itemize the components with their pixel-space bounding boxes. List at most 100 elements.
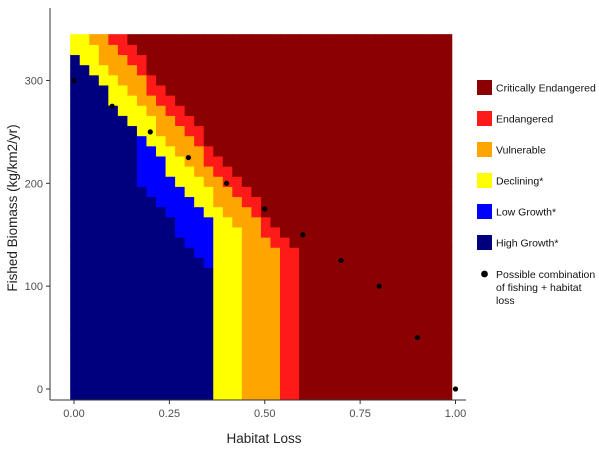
heatmap-cell	[384, 64, 396, 76]
heatmap-cell	[117, 186, 129, 198]
heatmap-cell	[108, 206, 119, 218]
heatmap-cell	[318, 267, 329, 279]
heatmap-cell	[89, 338, 100, 350]
heatmap-cell	[98, 155, 109, 167]
heatmap-cell	[327, 368, 338, 380]
heatmap-cell	[127, 348, 138, 360]
plot-panel	[70, 34, 459, 400]
heatmap-cell	[146, 389, 157, 400]
heatmap-cell	[327, 277, 338, 289]
heatmap-cell	[299, 338, 310, 350]
heatmap-cell	[260, 176, 272, 187]
heatmap-cell	[413, 368, 424, 380]
heatmap-cell	[423, 257, 434, 269]
heatmap-cell	[432, 348, 443, 360]
heatmap-cell	[280, 145, 291, 157]
heatmap-cell	[194, 74, 205, 86]
heatmap-cell	[232, 368, 243, 380]
heatmap-cell	[108, 145, 119, 157]
heatmap-cell	[89, 277, 100, 289]
heatmap-cell	[260, 358, 272, 370]
heatmap-cell	[117, 115, 129, 127]
heatmap-cell	[308, 44, 319, 56]
heatmap-cell	[108, 44, 119, 56]
heatmap-cell	[280, 196, 291, 208]
heatmap-cell	[308, 216, 319, 228]
heatmap-cell	[213, 84, 224, 96]
heatmap-cell	[146, 176, 157, 187]
heatmap-cell	[251, 186, 262, 198]
heatmap-cell	[108, 54, 119, 66]
heatmap-cell	[413, 95, 424, 106]
heatmap-cell	[165, 44, 176, 56]
heatmap-cell	[270, 308, 281, 319]
heatmap-cell	[289, 368, 300, 380]
heatmap-cell	[251, 226, 262, 238]
heatmap-cell	[423, 125, 434, 137]
heatmap-cell	[184, 247, 195, 258]
heatmap-cell	[203, 216, 214, 228]
heatmap-cell	[289, 105, 300, 116]
heatmap-cell	[146, 318, 157, 329]
heatmap-cell	[346, 166, 357, 177]
heatmap-cell	[394, 338, 405, 350]
heatmap-cell	[70, 34, 81, 45]
heatmap-cell	[432, 277, 443, 289]
heatmap-cell	[108, 216, 119, 228]
heatmap-cell	[241, 368, 252, 380]
heatmap-cell	[327, 44, 338, 56]
heatmap-cell	[270, 196, 281, 208]
heatmap-cell	[384, 318, 396, 329]
heatmap-cell	[289, 297, 300, 309]
legend-swatch	[477, 111, 492, 126]
heatmap-cell	[79, 135, 90, 147]
heatmap-cell	[394, 328, 405, 340]
heatmap-cell	[117, 105, 129, 116]
heatmap-cell	[117, 135, 129, 147]
heatmap-cell	[289, 145, 300, 157]
heatmap-cell	[222, 135, 233, 147]
heatmap-cell	[289, 318, 300, 329]
heatmap-cell	[117, 368, 129, 380]
heatmap-cell	[79, 226, 90, 238]
heatmap-cell	[356, 328, 367, 340]
heatmap-cell	[423, 186, 434, 198]
heatmap-cell	[213, 308, 224, 319]
heatmap-cell	[442, 84, 453, 96]
heatmap-cell	[318, 44, 329, 56]
heatmap-cell	[89, 196, 100, 208]
heatmap-cell	[365, 166, 376, 177]
heatmap-cell	[423, 358, 434, 370]
heatmap-cell	[442, 115, 453, 127]
heatmap-cell	[165, 328, 176, 340]
heatmap-cell	[356, 64, 367, 76]
heatmap-cell	[203, 74, 214, 86]
heatmap-cell	[146, 297, 157, 309]
heatmap-cell	[127, 44, 138, 56]
heatmap-cell	[165, 338, 176, 350]
heatmap-cell	[165, 277, 176, 289]
heatmap-cell	[260, 237, 272, 248]
y-tick-label: 200	[25, 178, 43, 190]
heatmap-cell	[184, 176, 195, 187]
heatmap-cell	[394, 318, 405, 329]
heatmap-cell	[346, 297, 357, 309]
heatmap-cell	[251, 348, 262, 360]
heatmap-cell	[117, 166, 129, 177]
heatmap-cell	[423, 389, 434, 400]
heatmap-cell	[117, 267, 129, 279]
heatmap-cell	[384, 257, 396, 269]
heatmap-cell	[346, 176, 357, 187]
heatmap-cell	[289, 206, 300, 218]
data-point	[452, 386, 459, 392]
heatmap-cell	[318, 328, 329, 340]
heatmap-cell	[280, 186, 291, 198]
heatmap-cell	[222, 44, 233, 56]
heatmap-cell	[89, 125, 100, 137]
x-tick-label: 0.75	[349, 408, 370, 420]
heatmap-cell	[403, 125, 415, 137]
heatmap-cell	[423, 34, 434, 45]
heatmap-cell	[165, 237, 176, 248]
heatmap-cell	[337, 358, 348, 370]
heatmap-cell	[136, 155, 148, 167]
